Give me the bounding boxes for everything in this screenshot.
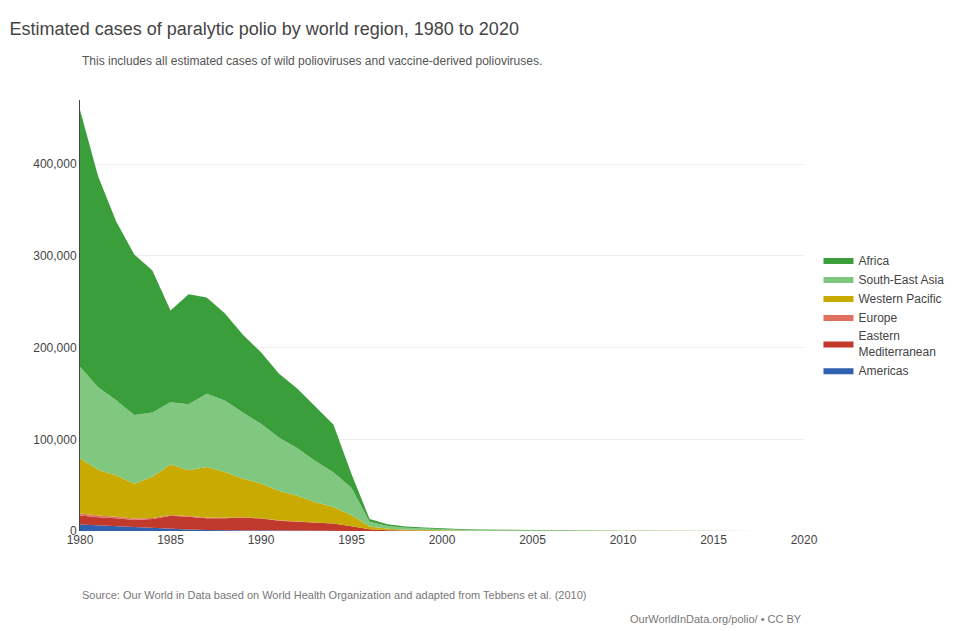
svg-text:1990: 1990 (248, 533, 275, 547)
svg-text:1985: 1985 (157, 533, 184, 547)
svg-text:100,000: 100,000 (33, 433, 77, 447)
svg-text:2020: 2020 (791, 533, 818, 547)
svg-text:This includes all estimated ca: This includes all estimated cases of wil… (82, 54, 542, 68)
svg-text:2000: 2000 (429, 533, 456, 547)
svg-text:South-East Asia: South-East Asia (858, 273, 944, 287)
svg-text:300,000: 300,000 (33, 249, 77, 263)
svg-text:400,000: 400,000 (33, 157, 77, 171)
svg-text:Source: Our World in Data base: Source: Our World in Data based on World… (82, 589, 586, 601)
svg-text:1980: 1980 (67, 533, 94, 547)
svg-text:200,000: 200,000 (33, 341, 77, 355)
svg-text:Western Pacific: Western Pacific (858, 292, 941, 306)
svg-text:Africa: Africa (858, 254, 889, 268)
svg-text:2005: 2005 (519, 533, 546, 547)
svg-text:EasternMediterranean: EasternMediterranean (858, 329, 935, 359)
svg-text:Americas: Americas (858, 364, 908, 378)
svg-text:0: 0 (70, 524, 77, 538)
svg-text:Europe: Europe (858, 311, 897, 325)
svg-text:2015: 2015 (700, 533, 727, 547)
svg-text:Estimated cases of paralytic p: Estimated cases of paralytic polio by wo… (10, 19, 519, 39)
svg-text:2010: 2010 (610, 533, 637, 547)
svg-text:OurWorldInData.org/polio/ • CC: OurWorldInData.org/polio/ • CC BY (630, 613, 802, 625)
svg-text:1995: 1995 (338, 533, 365, 547)
